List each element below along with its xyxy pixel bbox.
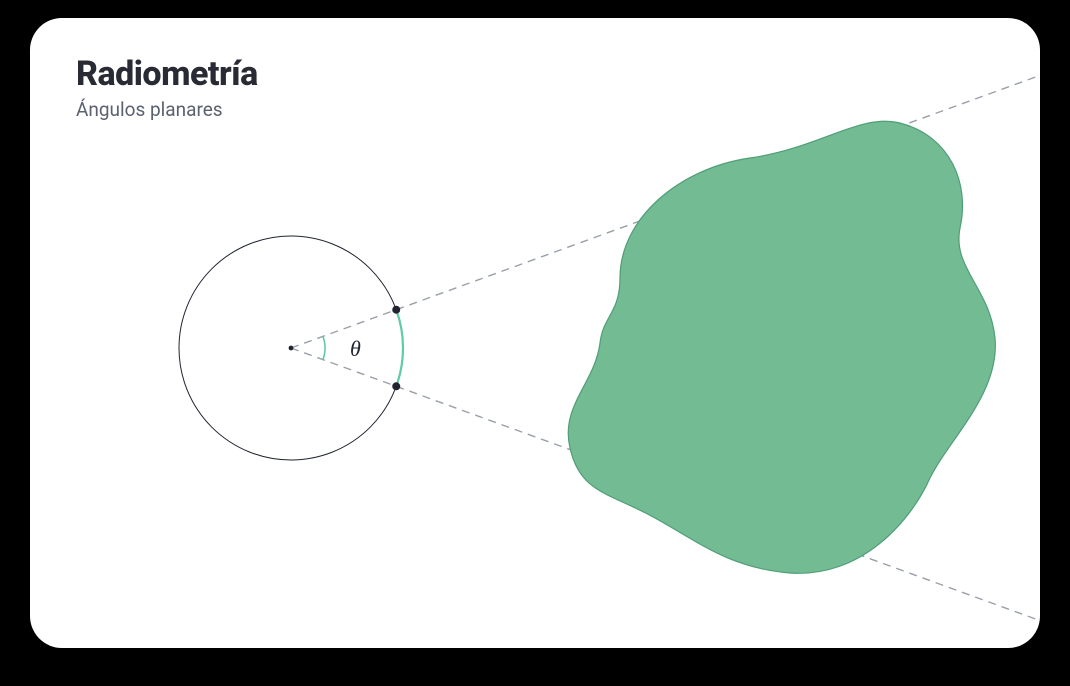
planar-angle-diagram: θ — [30, 18, 1040, 648]
svg-text:θ: θ — [350, 336, 361, 361]
diagram-card: Radiometría Ángulos planares θ — [30, 18, 1040, 648]
